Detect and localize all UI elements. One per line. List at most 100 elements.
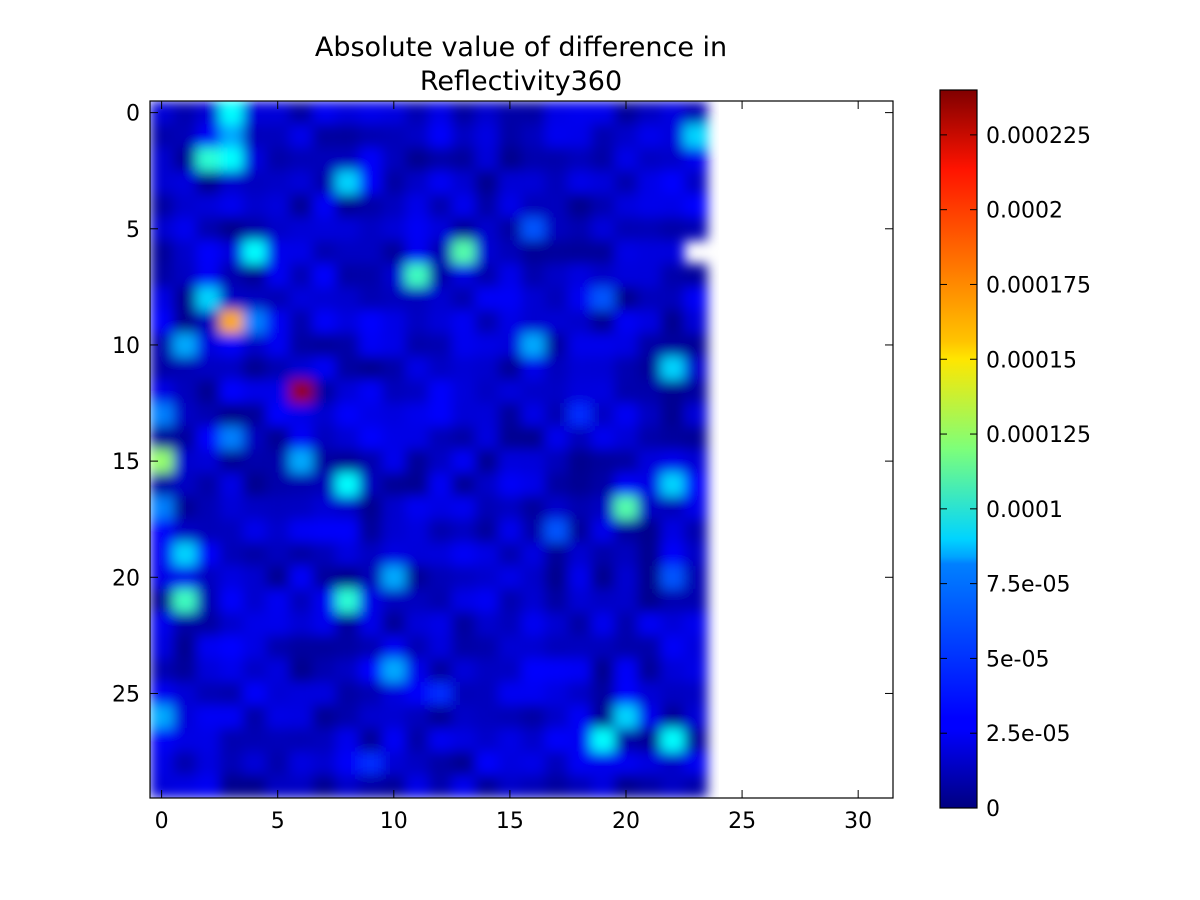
- heatmap-cell: [266, 217, 290, 241]
- heatmap-cell: [660, 356, 685, 381]
- heatmap-cell: [382, 124, 406, 148]
- heatmap-cell: [614, 612, 638, 636]
- heatmap-cell: [544, 193, 569, 218]
- heatmap-cell: [475, 612, 499, 636]
- heatmap-cell: [405, 217, 430, 241]
- heatmap-cell: [660, 472, 685, 497]
- heatmap-cell: [544, 495, 569, 520]
- heatmap-cell: [428, 147, 453, 172]
- heatmap-cell: [544, 170, 569, 195]
- heatmap-cell: [289, 658, 313, 683]
- heatmap-cell: [521, 193, 546, 218]
- heatmap-cell: [567, 519, 592, 543]
- heatmap-cell: [196, 310, 221, 334]
- heatmap-cell: [451, 170, 476, 195]
- heatmap-cell: [567, 449, 592, 474]
- heatmap-cell: [544, 147, 569, 172]
- heatmap-cell: [196, 403, 221, 427]
- heatmap-cell: [521, 310, 546, 334]
- heatmap-cell: [684, 217, 708, 241]
- heatmap-cell: [173, 635, 197, 659]
- heatmap-cell: [544, 286, 569, 311]
- heatmap-cell: [312, 612, 337, 636]
- heatmap-cell: [335, 681, 360, 706]
- heatmap-cell: [544, 217, 569, 241]
- heatmap-cell: [451, 495, 476, 520]
- heatmap-cell: [475, 426, 499, 450]
- heatmap-cell: [358, 635, 383, 659]
- heatmap-cell: [591, 658, 615, 683]
- heatmap-cell: [567, 403, 592, 427]
- heatmap-cell: [521, 333, 546, 357]
- heatmap-cell: [358, 286, 383, 311]
- heatmap-cell: [475, 472, 499, 497]
- heatmap-cell: [242, 519, 267, 543]
- heatmap-cell: [173, 124, 197, 148]
- heatmap-cell: [591, 240, 615, 265]
- heatmap-cell: [196, 217, 221, 241]
- heatmap-cell: [498, 124, 522, 148]
- x-axis: 0 5 10 15 20 25 30: [155, 101, 872, 834]
- heatmap-cell: [358, 588, 383, 613]
- heatmap-cell: [266, 379, 290, 404]
- heatmap-cell: [451, 124, 476, 148]
- heatmap-cell: [591, 774, 615, 798]
- y-tick-label: 10: [112, 334, 140, 359]
- heatmap-cell: [591, 263, 615, 288]
- heatmap-cell: [219, 565, 244, 590]
- heatmap-cell: [219, 310, 244, 334]
- heatmap-cell: [335, 263, 360, 288]
- heatmap-cell: [335, 774, 360, 798]
- heatmap-cell: [637, 217, 662, 241]
- heatmap-cell: [289, 449, 313, 474]
- heatmap-cell: [358, 379, 383, 404]
- y-axis: 0 5 10 15 20 25: [112, 102, 893, 707]
- heatmap-cell: [614, 333, 638, 357]
- heatmap-cell: [266, 286, 290, 311]
- heatmap-cell: [289, 588, 313, 613]
- heatmap-cell: [405, 310, 430, 334]
- heatmap-cell: [614, 542, 638, 567]
- heatmap-cell: [312, 495, 337, 520]
- heatmap-cell: [266, 705, 290, 729]
- heatmap-cell: [475, 542, 499, 567]
- heatmap-cell: [475, 519, 499, 543]
- heatmap-cell: [544, 240, 569, 265]
- heatmap-cell: [451, 728, 476, 752]
- heatmap-cell: [382, 101, 406, 125]
- heatmap-cell: [335, 542, 360, 567]
- heatmap-cell: [475, 217, 499, 241]
- heatmap-cell: [544, 588, 569, 613]
- heatmap-cell: [567, 635, 592, 659]
- heatmap-cell: [196, 519, 221, 543]
- heatmap-cell: [428, 519, 453, 543]
- heatmap-cell: [684, 263, 708, 288]
- heatmap-cell: [358, 495, 383, 520]
- heatmap-cell: [544, 356, 569, 381]
- heatmap-cell: [428, 286, 453, 311]
- heatmap-cell: [637, 101, 662, 125]
- heatmap-cell: [405, 658, 430, 683]
- heatmap-cell: [567, 310, 592, 334]
- heatmap-cell: [591, 356, 615, 381]
- heatmap-cell: [242, 310, 267, 334]
- heatmap-cell: [451, 379, 476, 404]
- heatmap-cell: [312, 356, 337, 381]
- heatmap-cell: [358, 472, 383, 497]
- heatmap-cell: [567, 124, 592, 148]
- heatmap-cell: [219, 193, 244, 218]
- heatmap-cell: [475, 658, 499, 683]
- heatmap-cell: [498, 263, 522, 288]
- heatmap-cell: [660, 426, 685, 450]
- heatmap-cell: [358, 565, 383, 590]
- heatmap-cell: [498, 240, 522, 265]
- heatmap-cell: [219, 263, 244, 288]
- heatmap-cell: [335, 728, 360, 752]
- heatmap-cell: [567, 379, 592, 404]
- heatmap-cell: [196, 612, 221, 636]
- heatmap-cell: [451, 658, 476, 683]
- heatmap-cell: [521, 286, 546, 311]
- heatmap-cell: [382, 217, 406, 241]
- heatmap-cell: [219, 170, 244, 195]
- heatmap-cell: [451, 635, 476, 659]
